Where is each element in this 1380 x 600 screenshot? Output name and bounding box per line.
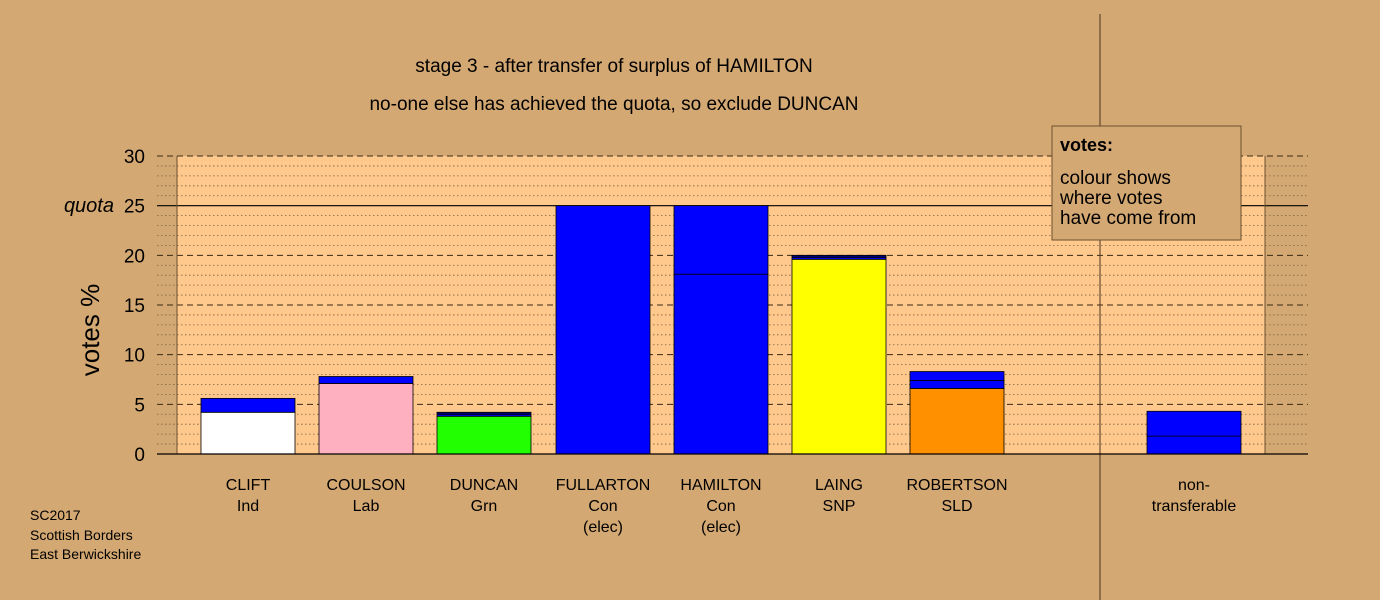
x-tick-label: CLIFT Ind bbox=[226, 477, 271, 515]
bar-group bbox=[791, 254, 887, 455]
legend-line: colour shows bbox=[1060, 168, 1171, 189]
bar-segment bbox=[909, 388, 1005, 455]
x-tick-label-line: ROBERTSON bbox=[906, 477, 1007, 494]
bar-segment bbox=[909, 380, 1005, 389]
x-tick-label: ROBERTSON SLD bbox=[906, 477, 1007, 515]
bar-group bbox=[555, 205, 651, 455]
x-tick-label-line: non- bbox=[1178, 477, 1210, 494]
bar-segment bbox=[1146, 435, 1242, 455]
footnote-line: SC2017 bbox=[30, 507, 81, 523]
y-tick-label: 15 bbox=[124, 296, 145, 317]
x-tick-label-line: DUNCAN bbox=[450, 477, 518, 494]
legend-box bbox=[1051, 125, 1242, 241]
chart-subtitle: no-one else has achieved the quota, so e… bbox=[369, 94, 858, 115]
bar-segment bbox=[909, 371, 1005, 381]
bar-group bbox=[200, 397, 296, 455]
x-tick-label: HAMILTON Con (elec) bbox=[680, 477, 761, 536]
x-tick-label-line: (elec) bbox=[583, 519, 623, 536]
bar-segment bbox=[318, 376, 414, 384]
bar-segment bbox=[555, 205, 651, 455]
footnote: SC2017 Scottish Borders East Berwickshir… bbox=[30, 507, 141, 562]
bar-segment bbox=[1146, 410, 1242, 437]
bar-segment bbox=[791, 258, 887, 455]
y-tick-label: 10 bbox=[124, 346, 145, 367]
bar-segment bbox=[200, 397, 296, 413]
y-tick-label: 30 bbox=[124, 147, 145, 168]
bar-segment bbox=[791, 254, 887, 258]
x-tick-label: LAING SNP bbox=[815, 477, 863, 515]
y-tick-label: 25 bbox=[124, 197, 145, 218]
x-tick-label: DUNCAN Grn bbox=[450, 477, 518, 515]
x-tick-label-line: LAING bbox=[815, 477, 863, 494]
legend-line: have come from bbox=[1060, 208, 1196, 229]
bar-segment bbox=[673, 273, 769, 455]
x-tick-label-line: Con bbox=[706, 498, 735, 515]
x-tick-label: non-transferable bbox=[1152, 477, 1237, 515]
x-tick-label-line: CLIFT bbox=[226, 477, 271, 494]
x-tick-label-line: Grn bbox=[471, 498, 498, 515]
bar-segment bbox=[436, 415, 532, 455]
x-tick-label: COULSON Lab bbox=[326, 477, 405, 515]
y-tick-label: 5 bbox=[134, 395, 145, 416]
bar-group bbox=[436, 411, 532, 455]
bar-group bbox=[1146, 410, 1242, 455]
x-tick-label-line: Con bbox=[588, 498, 617, 515]
y-axis-label: votes % bbox=[75, 284, 105, 377]
chart-title: stage 3 - after transfer of surplus of H… bbox=[415, 56, 812, 77]
x-tick-label-line: SNP bbox=[823, 498, 856, 515]
x-tick-label-line: transferable bbox=[1152, 498, 1237, 515]
x-tick-label-line: HAMILTON bbox=[680, 477, 761, 494]
bar-group bbox=[318, 376, 414, 455]
footnote-line: Scottish Borders bbox=[30, 527, 133, 543]
quota-label: quota bbox=[64, 195, 114, 217]
bar-segment bbox=[436, 411, 532, 415]
x-tick-label-line: (elec) bbox=[701, 519, 741, 536]
bar-group bbox=[909, 371, 1005, 455]
y-tick-label: 20 bbox=[124, 246, 145, 267]
x-tick-label-line: FULLARTON bbox=[556, 477, 651, 494]
x-tick-label-line: Ind bbox=[237, 498, 259, 515]
x-tick-label-line: SLD bbox=[941, 498, 972, 515]
legend-title: votes: bbox=[1060, 135, 1113, 155]
footnote-line: East Berwickshire bbox=[30, 546, 141, 562]
bar-segment bbox=[318, 383, 414, 455]
y-tick-label: 0 bbox=[134, 445, 145, 466]
x-tick-label-line: Lab bbox=[353, 498, 380, 515]
x-tick-label: FULLARTON Con (elec) bbox=[556, 477, 651, 536]
bar-group bbox=[673, 205, 769, 455]
legend-line: where votes bbox=[1059, 188, 1162, 209]
legend: votes: colour shows where votes have com… bbox=[1051, 125, 1242, 241]
bar-segment bbox=[200, 411, 296, 455]
bar-segment bbox=[673, 205, 769, 275]
x-tick-label-line: COULSON bbox=[326, 477, 405, 494]
